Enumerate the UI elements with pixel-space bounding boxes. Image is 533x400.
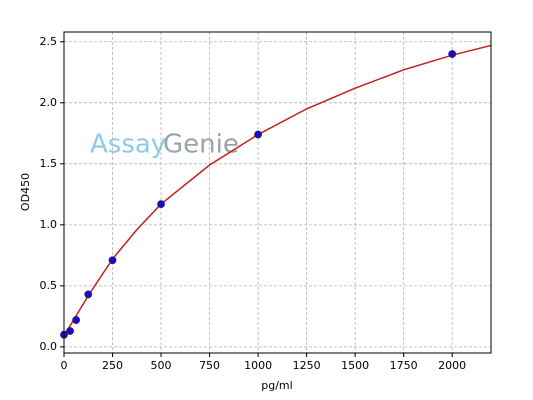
fit-curve (63, 44, 492, 337)
x-tick-label: 2000 (438, 359, 466, 372)
x-tick-label: 1250 (293, 359, 321, 372)
y-tick-label: 2.5 (40, 35, 58, 48)
data-point (84, 290, 93, 299)
data-point (66, 327, 74, 335)
x-tick-label: 1750 (390, 359, 418, 372)
y-tick-label: 0.0 (40, 340, 58, 353)
y-axis-label: OD450 (19, 173, 32, 211)
data-point (72, 316, 81, 324)
watermark: Genie (163, 130, 239, 160)
y-tick-label: 1.0 (40, 218, 58, 231)
x-tick-label: 750 (199, 359, 220, 372)
watermark: Assay (90, 130, 166, 160)
data-point (108, 256, 117, 265)
data-point (254, 130, 262, 139)
x-tick-label: 0 (61, 359, 68, 372)
data-point (448, 50, 457, 58)
plot-frame (63, 31, 492, 354)
y-tick-label: 1.5 (40, 157, 58, 170)
data-point (157, 200, 165, 208)
x-tick-label: 250 (102, 359, 123, 372)
y-tick-label: 2.0 (40, 96, 58, 109)
x-tick-label: 1500 (341, 359, 369, 372)
x-tick-label: 500 (151, 359, 172, 372)
x-tick-label: 1000 (244, 359, 272, 372)
x-axis-label: pg/ml (261, 379, 292, 392)
y-tick-label: 0.5 (40, 279, 58, 292)
